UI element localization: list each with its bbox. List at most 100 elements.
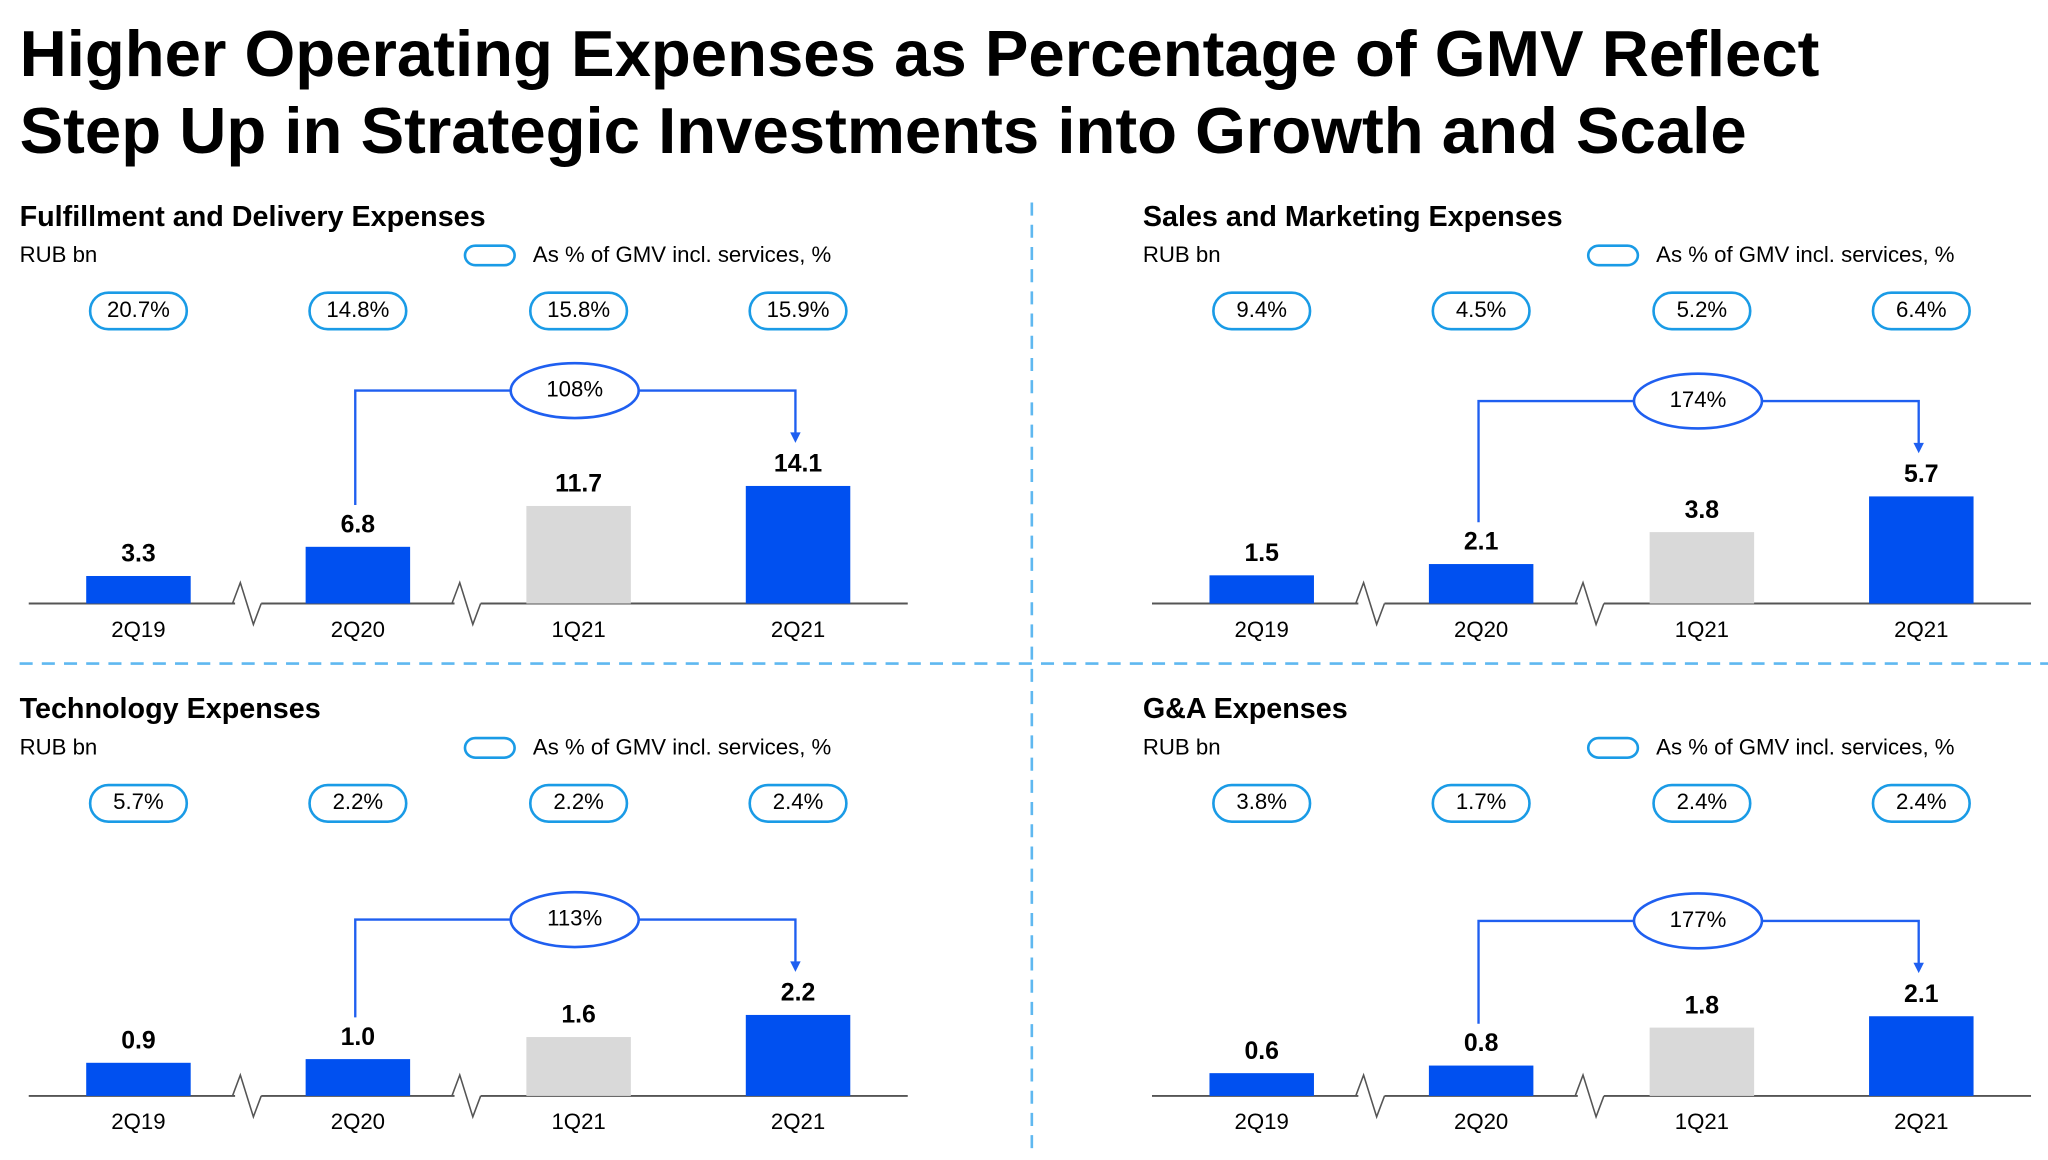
growth-label: 174% xyxy=(1670,387,1727,412)
axis-break xyxy=(231,1072,262,1120)
legend-label: As % of GMV incl. services, % xyxy=(533,734,831,759)
bar xyxy=(1649,532,1755,604)
axis-break xyxy=(1355,580,1386,627)
unit-label: RUB bn xyxy=(20,242,98,267)
growth-arrow xyxy=(1913,962,1924,974)
pct-pill xyxy=(528,783,629,823)
category-label: 1Q21 xyxy=(1675,617,1729,642)
pct-pill xyxy=(1212,783,1312,823)
pct-pill xyxy=(748,783,848,823)
value-label: 14.1 xyxy=(774,451,822,478)
bar xyxy=(1869,496,1974,604)
pct-pill xyxy=(748,291,848,331)
bar xyxy=(526,1037,631,1096)
bar xyxy=(745,485,851,604)
bar xyxy=(1209,575,1314,604)
category-label: 2Q19 xyxy=(111,1109,165,1134)
bar xyxy=(305,1059,411,1096)
axis-break xyxy=(231,580,262,627)
category-label: 2Q19 xyxy=(1235,1109,1289,1134)
slide-title: Higher Operating Expenses as Percentage … xyxy=(20,17,1820,90)
unit-label: RUB bn xyxy=(1143,734,1221,759)
panel-title: G&A Expenses xyxy=(1143,693,1348,725)
value-label: 2.2 xyxy=(781,980,815,1007)
value-label: 0.9 xyxy=(121,1027,155,1054)
bar xyxy=(1869,1016,1974,1096)
break-gap xyxy=(235,1092,262,1100)
value-label: 1.8 xyxy=(1685,992,1720,1019)
legend-label: As % of GMV incl. services, % xyxy=(533,242,831,267)
category-label: 2Q21 xyxy=(771,617,825,642)
legend-swatch xyxy=(1586,244,1640,267)
category-label: 2Q20 xyxy=(1454,617,1508,642)
pct-label: 14.8% xyxy=(326,297,389,322)
break-gap xyxy=(454,599,481,608)
pct-label: 5.7% xyxy=(113,789,164,814)
value-label: 11.7 xyxy=(555,471,602,498)
axis-break xyxy=(1355,1072,1386,1120)
growth-arrow xyxy=(790,432,801,443)
pct-pill xyxy=(1871,291,1971,331)
pct-pill xyxy=(1431,783,1531,823)
break-gap xyxy=(1358,599,1385,608)
bar xyxy=(1428,1065,1534,1096)
bar xyxy=(1649,1027,1755,1096)
pct-label: 2.4% xyxy=(1896,789,1947,814)
pct-label: 4.5% xyxy=(1456,297,1507,322)
bar xyxy=(86,1062,191,1096)
chart-panel: Sales and Marketing Expenses RUB bn As % o… xyxy=(1143,201,2032,642)
growth-bubble xyxy=(509,890,640,949)
pct-label: 6.4% xyxy=(1896,297,1947,322)
break-gap xyxy=(1577,1092,1604,1100)
category-label: 1Q21 xyxy=(1675,1109,1729,1134)
unit-label: RUB bn xyxy=(1143,242,1221,267)
legend-label: As % of GMV incl. services, % xyxy=(1656,734,1954,759)
pct-label: 2.4% xyxy=(1677,789,1728,814)
growth-label: 108% xyxy=(546,376,603,401)
bar xyxy=(526,505,631,604)
break-gap xyxy=(1358,1092,1385,1100)
pct-label: 9.4% xyxy=(1236,297,1287,322)
unit-label: RUB bn xyxy=(20,734,98,759)
growth-label: 177% xyxy=(1670,907,1727,932)
pct-label: 15.8% xyxy=(547,297,610,322)
axis-break xyxy=(1574,1072,1605,1120)
value-label: 2.1 xyxy=(1904,981,1939,1008)
value-label: 1.5 xyxy=(1244,540,1279,567)
value-label: 2.1 xyxy=(1464,529,1499,556)
panel-title: Sales and Marketing Expenses xyxy=(1143,201,1563,233)
value-label: 6.8 xyxy=(341,511,376,538)
pct-label: 15.9% xyxy=(767,297,830,322)
value-label: 0.8 xyxy=(1464,1030,1499,1057)
bar xyxy=(305,546,411,604)
pct-pill xyxy=(88,783,189,823)
value-label: 5.7 xyxy=(1904,461,1938,488)
pct-label: 1.7% xyxy=(1456,789,1507,814)
category-label: 2Q21 xyxy=(1894,617,1948,642)
slide-title: Step Up in Strategic Investments into Gr… xyxy=(20,94,1747,167)
pct-pill xyxy=(528,291,629,331)
growth-bubble xyxy=(1632,892,1764,950)
chart-panel: Fulfillment and Delivery Expenses RUB bn A… xyxy=(20,201,908,642)
legend-swatch xyxy=(1586,736,1640,759)
axis-break xyxy=(1574,580,1605,627)
value-label: 3.8 xyxy=(1685,497,1720,524)
pct-pill xyxy=(308,783,408,823)
panel-title: Fulfillment and Delivery Expenses xyxy=(20,201,486,233)
growth-bubble xyxy=(1632,372,1764,430)
value-label: 1.6 xyxy=(561,1002,595,1029)
legend-label: As % of GMV incl. services, % xyxy=(1656,242,1954,267)
legend-swatch xyxy=(463,244,516,267)
chart-panel: Technology Expenses RUB bn As % of GMV inc… xyxy=(20,693,908,1134)
category-label: 2Q21 xyxy=(771,1109,825,1134)
value-label: 1.0 xyxy=(341,1024,375,1051)
axis-break xyxy=(451,1072,482,1120)
legend-swatch xyxy=(463,736,516,759)
bar xyxy=(86,575,191,604)
growth-arrow xyxy=(1913,442,1924,454)
category-label: 2Q21 xyxy=(1894,1109,1948,1134)
pct-label: 5.2% xyxy=(1677,297,1728,322)
bar xyxy=(745,1014,851,1096)
category-label: 2Q19 xyxy=(111,617,165,642)
